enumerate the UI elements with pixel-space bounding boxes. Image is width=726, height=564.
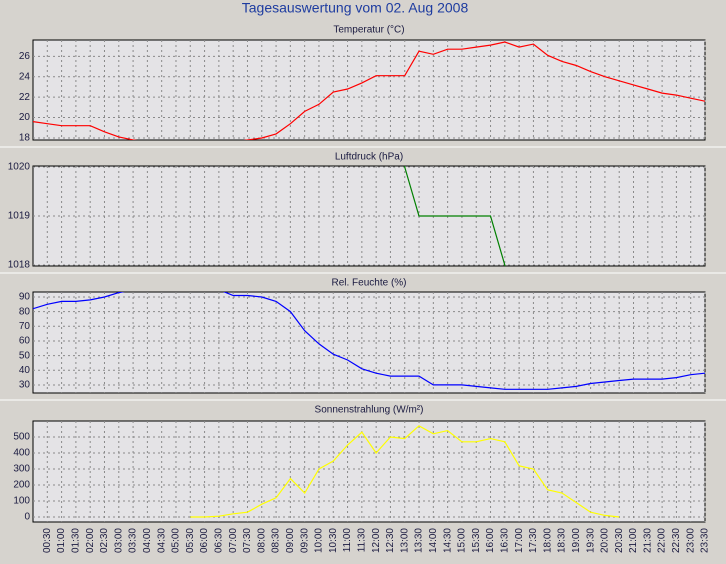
page-title: Tagesauswertung vom 02. Aug 2008 [242,0,469,16]
x-tick-label: 10:00 [314,528,325,553]
x-tick-label: 14:00 [428,528,439,553]
x-tick-label: 13:30 [414,528,425,553]
y-tick-label: 100 [13,496,30,507]
x-tick-label: 19:30 [585,528,596,553]
x-tick-label: 05:30 [185,528,196,553]
series [33,41,705,140]
x-tick-label: 21:00 [628,528,639,553]
chart-title: Luftdruck (hPa) [335,152,403,163]
chart-title: Temperatur (°C) [333,25,404,36]
y-tick-label: 1019 [8,211,31,222]
y-tick-label: 60 [19,336,31,347]
y-tick-label: 40 [19,365,31,376]
x-tick-label: 09:30 [299,528,310,553]
x-tick-label: 01:00 [56,528,67,553]
x-tick-label: 06:00 [199,528,210,553]
x-tick-label: 21:30 [642,528,653,553]
x-tick-label: 03:00 [113,528,124,553]
y-tick-label: 1018 [8,260,31,271]
y-tick-label: 26 [19,51,31,62]
x-tick-label: 19:00 [571,528,582,553]
x-tick-label: 20:30 [614,528,625,553]
x-tick-label: 18:30 [557,528,568,553]
x-tick-label: 04:30 [156,528,167,553]
x-tick-label: 09:00 [285,528,296,553]
x-tick-label: 15:00 [457,528,468,553]
x-tick-label: 01:30 [71,528,82,553]
x-tick-label: 08:30 [271,528,282,553]
y-tick-label: 1020 [8,162,31,173]
x-tick-label: 14:30 [442,528,453,553]
y-tick-label: 80 [19,306,31,317]
x-tick-label: 12:00 [371,528,382,553]
x-tick-label: 23:00 [685,528,696,553]
series [190,425,620,518]
x-tick-label: 17:00 [514,528,525,553]
y-tick-label: 18 [19,133,31,144]
series [33,292,705,390]
x-tick-label: 00:30 [42,528,53,553]
y-tick-label: 90 [19,292,31,303]
x-tick-label: 16:00 [485,528,496,553]
y-tick-label: 400 [13,448,30,459]
chart-title: Rel. Feuchte (%) [331,278,406,289]
plot-area [32,291,706,394]
x-tick-label: 23:30 [700,528,711,553]
x-tick-label: 02:30 [99,528,110,553]
y-tick-label: 200 [13,480,30,491]
x-tick-label: 02:00 [85,528,96,553]
x-tick-label: 13:00 [399,528,410,553]
x-tick-label: 11:00 [342,528,353,553]
y-tick-label: 300 [13,464,30,475]
x-tick-label: 04:00 [142,528,153,553]
x-tick-label: 10:30 [328,528,339,553]
y-tick-label: 20 [19,112,31,123]
x-tick-label: 05:00 [171,528,182,553]
y-tick-label: 22 [19,92,31,103]
x-tick-label: 11:30 [356,528,367,553]
data-line [33,292,705,390]
data-line [33,41,705,140]
chart-title: Sonnenstrahlung (W/m²) [315,405,424,416]
x-tick-label: 07:30 [242,528,253,553]
plot-area [32,39,706,141]
x-tick-label: 03:30 [128,528,139,553]
data-line [190,425,620,518]
x-tick-label: 15:30 [471,528,482,553]
plot-area [32,420,706,523]
x-tick-label: 20:00 [600,528,611,553]
y-tick-label: 70 [19,321,31,332]
x-tick-label: 07:00 [228,528,239,553]
x-tick-label: 08:00 [256,528,267,553]
x-tick-label: 06:30 [214,528,225,553]
y-tick-label: 0 [24,512,30,523]
x-tick-label: 22:30 [671,528,682,553]
x-tick-label: 16:30 [499,528,510,553]
y-tick-label: 50 [19,350,31,361]
y-tick-label: 24 [19,71,31,82]
x-tick-label: 22:00 [657,528,668,553]
x-tick-label: 18:00 [542,528,553,553]
y-tick-label: 500 [13,432,30,443]
y-tick-label: 30 [19,380,31,391]
x-tick-label: 12:30 [385,528,396,553]
x-tick-label: 17:30 [528,528,539,553]
